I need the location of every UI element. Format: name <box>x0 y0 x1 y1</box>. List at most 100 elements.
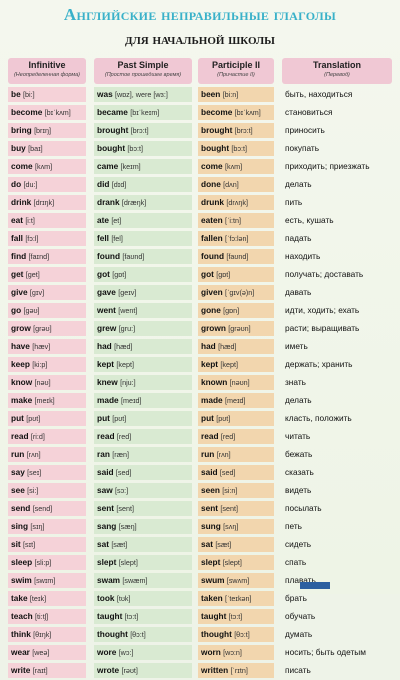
verb-word: come <box>11 161 33 171</box>
transcription: [ˈteɪkən] <box>225 594 252 603</box>
participle-cell: sent [sent] <box>198 501 274 516</box>
transcription: [dɪd] <box>111 180 127 189</box>
verb-word: give <box>11 287 28 297</box>
verb-word: went <box>97 305 116 315</box>
table-row: grow [grəʊ] grew [gru:] grown [grəʊn] расти… <box>0 320 400 338</box>
transcription: [pʊt] <box>216 414 231 423</box>
verb-word: read <box>11 431 29 441</box>
verb-word: keep <box>11 359 30 369</box>
transcription: [bɪˈkeɪm] <box>130 108 160 117</box>
past-simple-cell: grew [gru:] <box>94 321 192 336</box>
verb-word: fall <box>11 233 23 243</box>
transcription: [sli:p] <box>34 558 52 567</box>
transcription: [ri:d] <box>30 432 45 441</box>
verb-word: made <box>201 395 223 405</box>
translation-cell: становиться <box>285 107 333 117</box>
transcription: [ti:tʃ] <box>35 612 49 621</box>
header-participle-label: Participle II <box>211 60 261 70</box>
transcription: [red] <box>220 432 236 441</box>
infinitive-cell: give [gɪv] <box>8 285 86 300</box>
translation-cell: петь <box>285 521 302 531</box>
verb-word: grew <box>97 323 117 333</box>
participle-cell: swum [swʌm] <box>198 573 274 588</box>
past-simple-cell: knew [nju:] <box>94 375 192 390</box>
past-simple-cell: had [hæd] <box>94 339 192 354</box>
verb-word: sit <box>11 539 21 549</box>
verb-word: know <box>11 377 33 387</box>
past-simple-cell: became [bɪˈkeɪm] <box>94 105 192 120</box>
verb-word: seen <box>201 485 220 495</box>
infinitive-cell: run [rʌn] <box>8 447 86 462</box>
translation-cell: падать <box>285 233 312 243</box>
transcription: [kept] <box>116 360 134 369</box>
transcription: [ˈrɪtn] <box>230 666 248 675</box>
verb-word: slept <box>201 557 221 567</box>
transcription: [gɒt] <box>112 270 127 279</box>
infinitive-cell: keep [ki:p] <box>8 357 86 372</box>
table-row: teach [ti:tʃ] taught [tɔ:t] taught [tɔ:t] о… <box>0 608 400 626</box>
table-row: say [seɪ] said [sed] said [sed] сказать <box>0 464 400 482</box>
table-row: bring [brɪŋ] brought [brɔ:t] brought [brɔ:… <box>0 122 400 140</box>
transcription: [slept] <box>118 558 138 567</box>
past-simple-cell: wrote [rəʊt] <box>94 663 192 678</box>
translation-cell: держать; хранить <box>285 359 353 369</box>
verb-word: buy <box>11 143 26 153</box>
transcription: [gəʊ] <box>23 306 40 315</box>
translation-cell: сидеть <box>285 539 312 549</box>
participle-cell: worn [wɔ:n] <box>198 645 274 660</box>
header-past-simple: Past Simple (Простое прошедшее время) <box>94 58 192 84</box>
verb-word: bought <box>201 143 230 153</box>
participle-cell: drunk [drʌŋk] <box>198 195 274 210</box>
participle-cell: kept [kept] <box>198 357 274 372</box>
transcription: [bi:n] <box>222 90 239 99</box>
transcription: [get] <box>25 270 40 279</box>
table-row: swim [swɪm] swam [swæm] swum [swʌm] плавать <box>0 572 400 590</box>
translation-cell: иметь <box>285 341 308 351</box>
transcription: [bi:] <box>23 90 35 99</box>
verb-word: wore <box>97 647 117 657</box>
table-row: send [send] sent [sent] sent [sent] посылат… <box>0 500 400 518</box>
transcription: [sæt] <box>215 540 232 549</box>
table-row: wear [weə] wore [wɔ:] worn [wɔ:n] носить; б… <box>0 644 400 662</box>
infinitive-cell: buy [baɪ] <box>8 141 86 156</box>
header-past-simple-label: Past Simple <box>117 60 169 70</box>
participle-cell: had [hæd] <box>198 339 274 354</box>
participle-cell: slept [slept] <box>198 555 274 570</box>
verb-word: eaten <box>201 215 223 225</box>
translation-cell: носить; быть одетым <box>285 647 366 657</box>
verb-word: swim <box>11 575 32 585</box>
transcription: [fɔ:l] <box>25 234 39 243</box>
verb-word: read <box>201 431 219 441</box>
table-row: fall [fɔ:l] fell [fel] fallen [ˈfɔ:lən] пад… <box>0 230 400 248</box>
infinitive-cell: think [θɪŋk] <box>8 627 86 642</box>
infinitive-cell: teach [ti:tʃ] <box>8 609 86 624</box>
transcription: [gru:] <box>118 324 136 333</box>
participle-cell: brought [brɔ:t] <box>198 123 274 138</box>
transcription: [et] <box>111 216 122 225</box>
transcription: [drɪŋk] <box>33 198 55 207</box>
table-row: read [ri:d] read [red] read [red] читать <box>0 428 400 446</box>
participle-cell: grown [grəʊn] <box>198 321 274 336</box>
transcription: [θɔ:t] <box>130 630 146 639</box>
verb-word: sleep <box>11 557 33 567</box>
past-simple-cell: slept [slept] <box>94 555 192 570</box>
transcription: [nəʊ] <box>34 378 51 387</box>
transcription: [sent] <box>116 504 134 513</box>
transcription: [sed] <box>219 468 236 477</box>
verb-word: sat <box>97 539 109 549</box>
translation-cell: писать <box>285 665 311 675</box>
transcription: [geɪv] <box>118 288 137 297</box>
verb-word: grown <box>201 323 226 333</box>
transcription: [faʊnd] <box>226 252 249 261</box>
verb-word: grow <box>11 323 31 333</box>
transcription: [dʌn] <box>223 180 239 189</box>
transcription: [ˈi:tn] <box>225 216 241 225</box>
verb-word: bought <box>97 143 126 153</box>
verb-word: get <box>11 269 24 279</box>
verb-word: been <box>201 89 221 99</box>
translation-cell: бежать <box>285 449 313 459</box>
verb-word: swam <box>97 575 121 585</box>
past-simple-cell: sat [sæt] <box>94 537 192 552</box>
verb-word: taken <box>201 593 223 603</box>
transcription: [bɪˈkʌm] <box>234 108 261 117</box>
